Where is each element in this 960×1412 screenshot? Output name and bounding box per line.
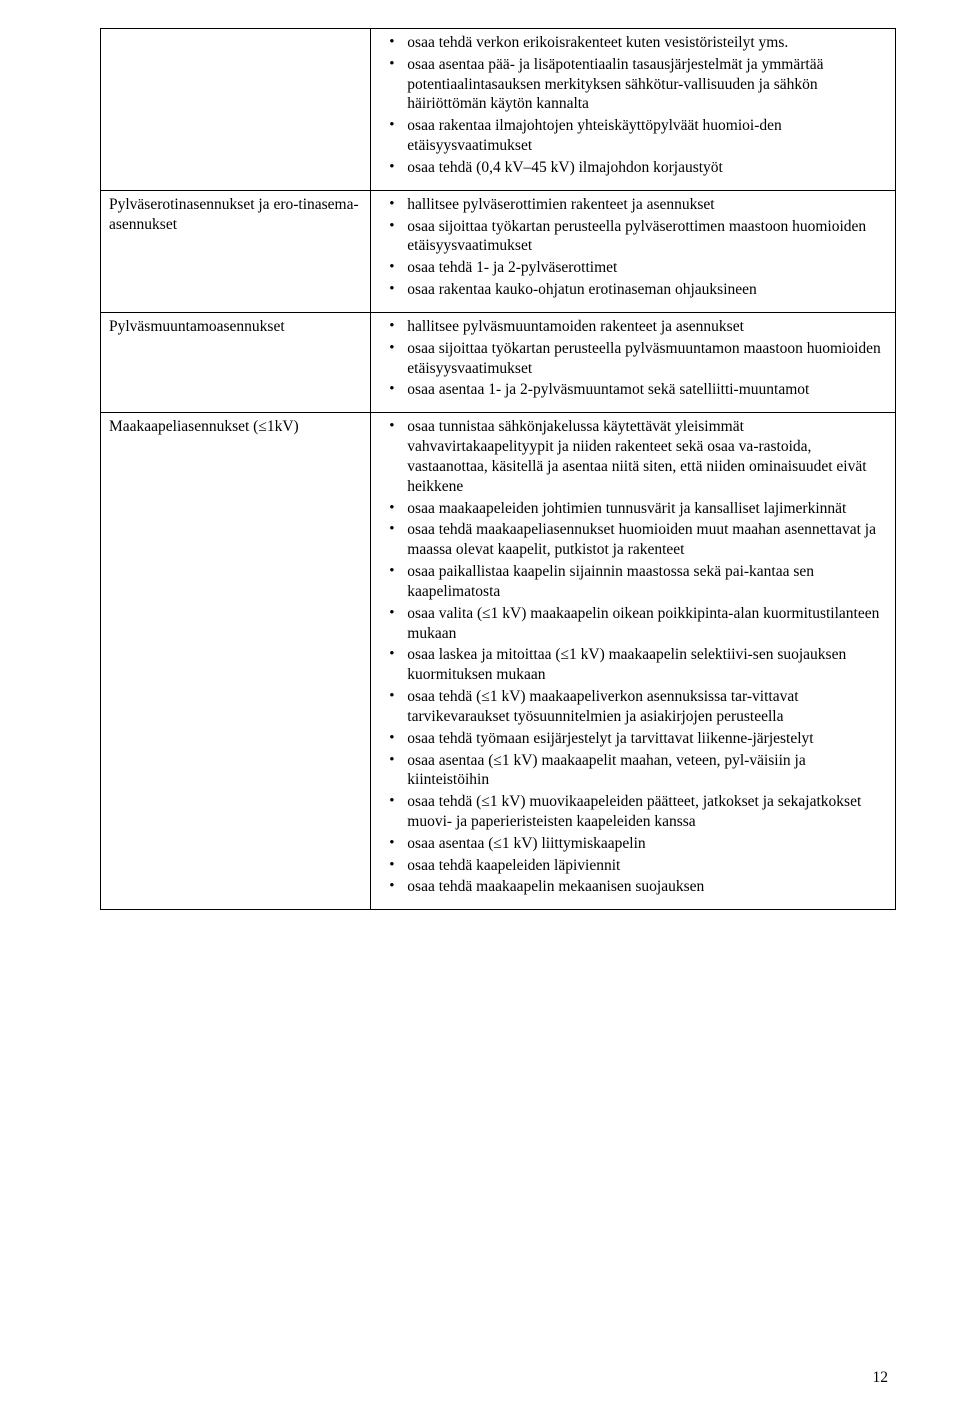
bullet-list: hallitsee pylväsmuuntamoiden rakenteet j…: [379, 317, 887, 400]
table-row: Maakaapeliasennukset (≤1kV)osaa tunnista…: [101, 413, 896, 910]
bullet-item: osaa asentaa pää- ja lisäpotentiaalin ta…: [379, 55, 887, 114]
bullet-list: osaa tehdä verkon erikoisrakenteet kuten…: [379, 33, 887, 178]
bullet-item: osaa rakentaa ilmajohtojen yhteiskäyttöp…: [379, 116, 887, 156]
table-row: Pylväsmuuntamoasennukset hallitsee pylväs…: [101, 312, 896, 412]
bullet-item: osaa tehdä (0,4 kV–45 kV) ilmajohdon kor…: [379, 158, 887, 178]
content-table: osaa tehdä verkon erikoisrakenteet kuten…: [100, 28, 896, 910]
bullet-list: osaa tunnistaa sähkönjakelussa käytettäv…: [379, 417, 887, 897]
table-row: osaa tehdä verkon erikoisrakenteet kuten…: [101, 29, 896, 191]
row-label-cell: Pylväsmuuntamoasennukset: [101, 312, 371, 412]
bullet-item: osaa tehdä työmaan esijärjestelyt ja tar…: [379, 729, 887, 749]
bullet-item: osaa paikallistaa kaapelin sijainnin maa…: [379, 562, 887, 602]
bullet-item: osaa tehdä (≤1 kV) maakaapeliverkon asen…: [379, 687, 887, 727]
bullet-item: osaa tehdä kaapeleiden läpiviennit: [379, 856, 887, 876]
bullet-item: osaa maakaapeleiden johtimien tunnusväri…: [379, 499, 887, 519]
bullet-item: osaa asentaa 1- ja 2-pylväsmuuntamot sek…: [379, 380, 887, 400]
bullet-list: hallitsee pylväserottimien rakenteet ja …: [379, 195, 887, 300]
page: osaa tehdä verkon erikoisrakenteet kuten…: [0, 0, 960, 1412]
bullet-item: osaa tehdä maakaapelin mekaanisen suojau…: [379, 877, 887, 897]
row-content-cell: hallitsee pylväserottimien rakenteet ja …: [371, 190, 896, 312]
bullet-item: osaa sijoittaa työkartan perusteella pyl…: [379, 217, 887, 257]
row-content-cell: osaa tehdä verkon erikoisrakenteet kuten…: [371, 29, 896, 191]
bullet-item: hallitsee pylväserottimien rakenteet ja …: [379, 195, 887, 215]
table-row: Pylväserotinasennukset ja ero-tinasema-a…: [101, 190, 896, 312]
bullet-item: osaa asentaa (≤1 kV) maakaapelit maahan,…: [379, 751, 887, 791]
row-content-cell: hallitsee pylväsmuuntamoiden rakenteet j…: [371, 312, 896, 412]
bullet-item: osaa tunnistaa sähkönjakelussa käytettäv…: [379, 417, 887, 496]
bullet-item: osaa laskea ja mitoittaa (≤1 kV) maakaap…: [379, 645, 887, 685]
bullet-item: osaa valita (≤1 kV) maakaapelin oikean p…: [379, 604, 887, 644]
bullet-item: osaa tehdä (≤1 kV) muovikaapeleiden päät…: [379, 792, 887, 832]
row-content-cell: osaa tunnistaa sähkönjakelussa käytettäv…: [371, 413, 896, 910]
row-label-cell: Maakaapeliasennukset (≤1kV): [101, 413, 371, 910]
bullet-item: osaa tehdä maakaapeliasennukset huomioid…: [379, 520, 887, 560]
bullet-item: osaa rakentaa kauko-ohjatun erotinaseman…: [379, 280, 887, 300]
bullet-item: osaa asentaa (≤1 kV) liittymiskaapelin: [379, 834, 887, 854]
table-body: osaa tehdä verkon erikoisrakenteet kuten…: [101, 29, 896, 910]
page-number: 12: [873, 1368, 889, 1388]
row-label-cell: [101, 29, 371, 191]
bullet-item: osaa tehdä verkon erikoisrakenteet kuten…: [379, 33, 887, 53]
row-label-cell: Pylväserotinasennukset ja ero-tinasema-a…: [101, 190, 371, 312]
bullet-item: osaa sijoittaa työkartan perusteella pyl…: [379, 339, 887, 379]
bullet-item: hallitsee pylväsmuuntamoiden rakenteet j…: [379, 317, 887, 337]
bullet-item: osaa tehdä 1- ja 2-pylväserottimet: [379, 258, 887, 278]
